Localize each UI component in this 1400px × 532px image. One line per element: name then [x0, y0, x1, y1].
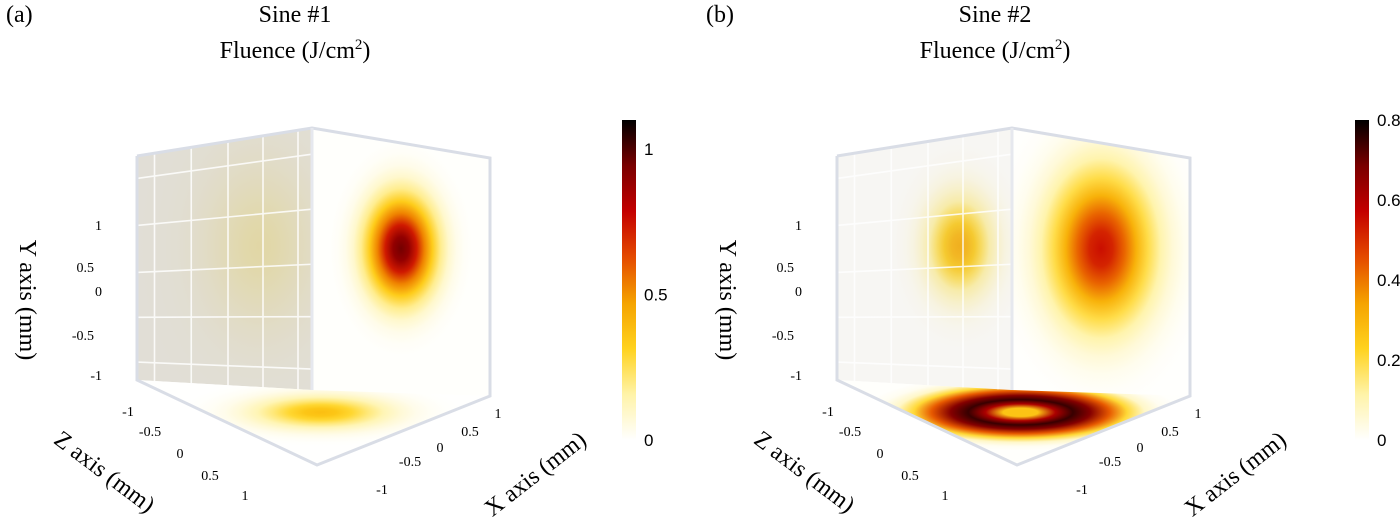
x-tick-label: 0.5: [1161, 425, 1179, 440]
plane-xz-floor: [837, 380, 1190, 465]
panel-label: (b): [706, 2, 734, 28]
chart-panel-a: (a) Sine #1 Fluence (J/cm2) 1 0.5 0 -0.5 -1-…: [6, 0, 668, 522]
z-tick-label: 1: [242, 489, 249, 504]
y-tick-label: 0.5: [77, 261, 95, 276]
title-line-2: Fluence (J/cm2): [219, 37, 371, 64]
title-line-1: Sine #1: [258, 2, 332, 28]
z-axis-label: Z axis (mm): [49, 426, 159, 518]
x-tick-label: 1: [1195, 407, 1202, 422]
colorbar-tick-label: 0.4: [1377, 271, 1400, 290]
grid-lines: [136, 130, 313, 390]
chart-title: Sine #1 Fluence (J/cm2): [195, 0, 395, 66]
z-tick-label: 0: [877, 447, 884, 462]
colorbar-tick-label: 0.5: [644, 286, 668, 305]
y-axis-label: Y axis (mm): [714, 240, 740, 360]
x-tick-label: 0.5: [461, 425, 479, 440]
title-line-2: Fluence (J/cm2): [919, 37, 1071, 64]
z-tick-label: -1: [122, 405, 134, 420]
grid-lines: [836, 130, 1013, 390]
z-axis-label: Z axis (mm): [749, 426, 859, 518]
colorbar: [1355, 120, 1369, 440]
plot-3d-b: 10.50-0.5-1-1-0.500.51 -1-0.500.51Y axis …: [714, 111, 1400, 522]
plane-xz-floor: [137, 380, 490, 465]
z-tick-label: 1: [942, 489, 949, 504]
x-tick-label: -0.5: [1099, 455, 1121, 470]
plane-xy-back: [1012, 128, 1190, 396]
y-tick-label: -1: [90, 369, 102, 384]
y-tick-label: 1: [795, 219, 802, 234]
z-tick-label: 0.5: [901, 469, 919, 484]
x-tick-label: -1: [376, 483, 388, 498]
x-axis-label: X axis (mm): [480, 427, 592, 522]
y-tick-label: -0.5: [772, 329, 794, 344]
z-tick-label: -0.5: [139, 425, 161, 440]
z-tick-label: -1: [822, 405, 834, 420]
plot-3d-a: 10.50-0.5-1-1-0.500.51 -1-0.500.51Y axis …: [14, 120, 668, 522]
z-tick-label: 0.5: [201, 469, 219, 484]
z-tick-label: -0.5: [839, 425, 861, 440]
z-tick-label: 0: [177, 447, 184, 462]
axes-frame: [835, 126, 1192, 467]
colorbar-tick-label: 0: [644, 431, 653, 450]
colorbar-tick-label: 1: [644, 140, 653, 159]
plane-xy-back: [312, 128, 490, 396]
colorbar-tick-label: 0: [1377, 431, 1386, 450]
colorbar-tick-label: 0.2: [1377, 351, 1400, 370]
y-tick-label: 1: [95, 219, 102, 234]
colorbar-tick-label: 0.6: [1377, 191, 1400, 210]
x-tick-label: -1: [1076, 483, 1088, 498]
x-tick-label: 0: [1137, 441, 1144, 456]
x-axis-label: X axis (mm): [1180, 427, 1292, 522]
y-tick-label: -1: [790, 369, 802, 384]
panel-label: (a): [6, 2, 33, 28]
y-axis-label: Y axis (mm): [14, 240, 40, 360]
x-tick-label: 1: [495, 407, 502, 422]
chart-title: Sine #2 Fluence (J/cm2): [895, 0, 1095, 66]
y-tick-label: 0: [795, 285, 802, 300]
y-tick-label: 0: [95, 285, 102, 300]
x-tick-label: 0: [437, 441, 444, 456]
plane-zy-side: [837, 128, 1012, 390]
y-tick-label: -0.5: [72, 329, 94, 344]
y-tick-label: 0.5: [777, 261, 795, 276]
colorbar-tick-label: 0.8: [1377, 111, 1400, 130]
title-line-1: Sine #2: [958, 2, 1032, 28]
axes-frame: [135, 126, 492, 467]
chart-panel-b: (b) Sine #2 Fluence (J/cm2) 1 0.5 0 -0.5 -1-…: [700, 0, 1400, 532]
x-tick-label: -0.5: [399, 455, 421, 470]
colorbar: [622, 120, 636, 440]
